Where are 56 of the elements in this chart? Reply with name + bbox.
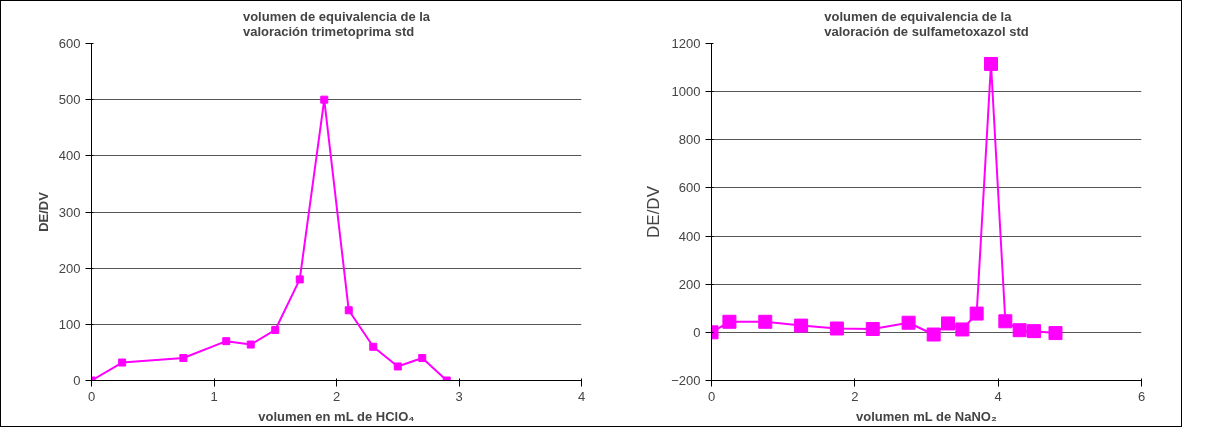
y-tick-label: 0 xyxy=(693,324,701,340)
point xyxy=(926,327,941,342)
point xyxy=(320,95,329,104)
point xyxy=(998,314,1013,329)
x-tick-label: 3 xyxy=(455,388,463,404)
point xyxy=(179,354,188,363)
chart-title: volumen de equivalencia de la valoración de sulfametoxazol std xyxy=(824,8,1029,39)
point xyxy=(829,321,844,336)
y-tick-label: 200 xyxy=(58,260,81,276)
point xyxy=(722,314,737,329)
x-tick-label: 6 xyxy=(1137,388,1146,404)
x-tick-label: 1 xyxy=(210,388,218,404)
y-tick-label: 400 xyxy=(58,148,81,164)
y-tick-label: 600 xyxy=(58,36,81,51)
point xyxy=(118,358,127,367)
point xyxy=(1027,324,1041,339)
point xyxy=(955,322,970,337)
y-tick-label: −200 xyxy=(671,373,701,388)
y-tick-label: 500 xyxy=(58,92,81,108)
point xyxy=(794,318,809,333)
x-tick-label: 2 xyxy=(332,388,341,404)
y-tick-label: 200 xyxy=(678,276,701,292)
point xyxy=(1048,326,1063,341)
y-tick-label: 400 xyxy=(678,228,701,244)
x-tick-label: 2 xyxy=(851,388,859,404)
x-tick-label: 4 xyxy=(577,388,586,404)
y-tick-label: 1200 xyxy=(671,36,701,51)
point xyxy=(369,342,378,351)
point xyxy=(418,354,427,363)
y-tick-label: 1000 xyxy=(671,84,701,100)
point xyxy=(969,306,984,321)
y-tick-label: 800 xyxy=(678,132,701,148)
point xyxy=(901,315,916,330)
point xyxy=(865,321,880,336)
point xyxy=(941,316,955,331)
y-tick-label: 300 xyxy=(58,204,81,220)
point xyxy=(344,306,353,315)
x-axis-title: volumen en mL de HClO₄ xyxy=(258,408,415,424)
y-axis-title: DE/DV xyxy=(35,191,51,232)
y-tick-label: 600 xyxy=(678,180,701,196)
x-tick-label: 0 xyxy=(707,388,716,404)
x-tick-label: 4 xyxy=(994,388,1002,404)
y-tick-label: 0 xyxy=(73,373,81,388)
chart-title: volumen de equivalencia de la valoración trimetoprima std xyxy=(242,8,431,39)
x-axis-title: volumen mL de NaNO₂ xyxy=(856,408,997,424)
y-tick-label: 100 xyxy=(58,316,81,332)
point xyxy=(295,275,304,284)
point xyxy=(984,56,998,71)
point xyxy=(393,362,402,371)
point xyxy=(222,337,231,346)
point xyxy=(271,325,280,334)
point xyxy=(758,314,773,329)
point xyxy=(246,340,255,349)
point xyxy=(1012,323,1027,338)
x-tick-label: 0 xyxy=(87,388,96,404)
y-axis-title: DE/DV xyxy=(644,185,664,238)
